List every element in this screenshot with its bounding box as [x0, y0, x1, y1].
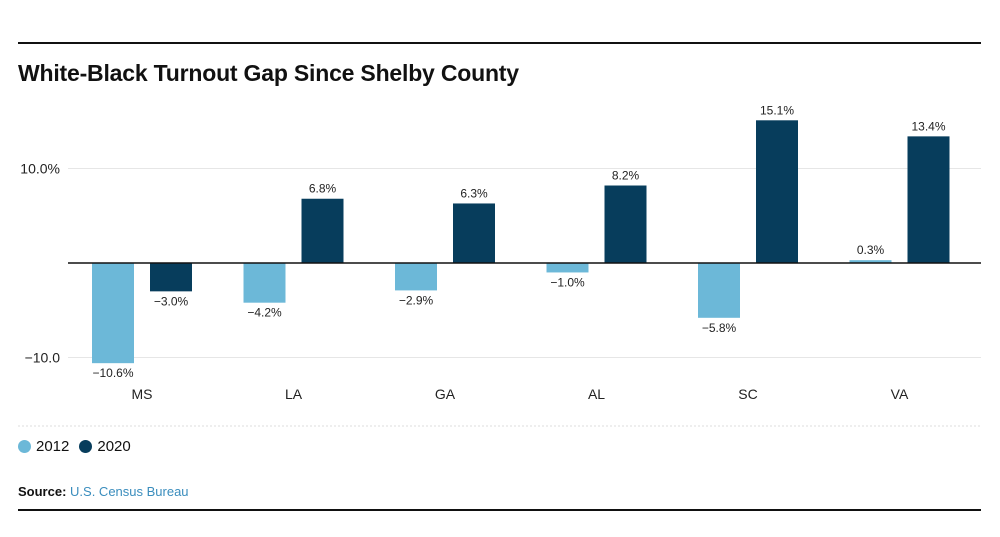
bar-2012-LA	[243, 263, 286, 303]
data-label-2012-GA: −2.9%	[399, 293, 434, 307]
x-tick-label: VA	[891, 386, 909, 402]
top-rule	[18, 42, 981, 44]
x-tick-label: GA	[435, 386, 456, 402]
data-label-2020-VA: 13.4%	[911, 119, 945, 133]
legend: 2012 2020	[18, 438, 141, 455]
bar-2012-VA	[849, 260, 892, 263]
bar-2012-SC	[698, 263, 740, 318]
source-link[interactable]: U.S. Census Bureau	[70, 484, 189, 499]
bar-2020-MS	[150, 263, 192, 292]
bottom-rule	[18, 509, 981, 511]
bar-2020-SC	[756, 120, 798, 264]
bar-2012-AL	[546, 263, 589, 273]
bar-2020-GA	[453, 203, 495, 263]
x-tick-label: MS	[132, 386, 153, 402]
bar-2012-MS	[92, 263, 134, 364]
data-label-2020-AL: 8.2%	[612, 169, 640, 183]
bar-2020-VA	[907, 136, 950, 263]
x-tick-label: AL	[588, 386, 605, 402]
bar-2020-AL	[604, 185, 647, 263]
data-label-2012-AL: −1.0%	[550, 275, 585, 289]
data-label-2020-LA: 6.8%	[309, 182, 337, 196]
x-tick-label: SC	[738, 386, 757, 402]
data-label-2012-MS: −10.6%	[92, 366, 133, 380]
legend-item-2012: 2012	[18, 438, 69, 455]
data-label-2012-SC: −5.8%	[702, 321, 737, 335]
y-tick-label: 10.0%	[20, 161, 60, 177]
source-label: Source:	[18, 484, 67, 499]
legend-label-2012: 2012	[36, 438, 70, 455]
data-label-2012-LA: −4.2%	[247, 306, 282, 320]
data-label-2020-GA: 6.3%	[460, 186, 488, 200]
legend-swatch-2020	[79, 440, 93, 453]
legend-swatch-2012	[18, 440, 31, 453]
data-label-2020-SC: 15.1%	[760, 103, 794, 117]
data-label-2020-MS: −3.0%	[154, 294, 189, 308]
y-tick-label: −10.0	[25, 350, 61, 366]
source-note: Source: U.S. Census Bureau	[18, 484, 189, 499]
chart-title: White-Black Turnout Gap Since Shelby Cou…	[18, 60, 519, 86]
x-tick-label: LA	[285, 386, 303, 402]
bar-2020-LA	[301, 198, 344, 263]
legend-item-2020: 2020	[79, 438, 131, 455]
legend-label-2020: 2020	[97, 438, 131, 455]
data-label-2012-VA: 0.3%	[857, 243, 885, 257]
bar-2012-GA	[395, 263, 437, 291]
